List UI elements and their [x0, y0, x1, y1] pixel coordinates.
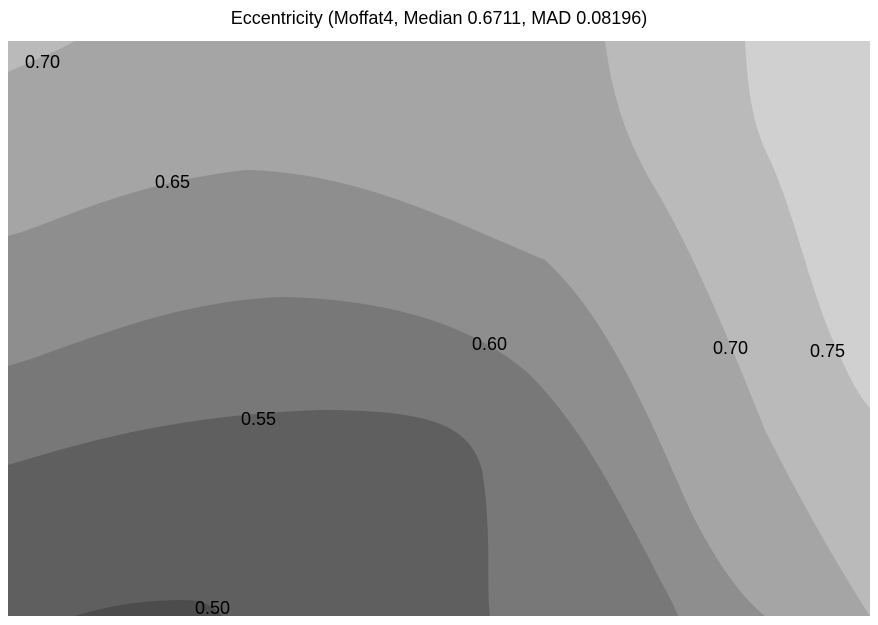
contour-band: [8, 41, 75, 72]
contour-label: 0.75: [810, 341, 845, 361]
contour-band: [8, 410, 490, 616]
contour-label: 0.70: [713, 338, 748, 358]
contour-band: [745, 41, 870, 408]
contour-label: 0.70: [25, 52, 60, 72]
contour-band: [75, 600, 222, 616]
contour-label: 0.50: [195, 598, 230, 618]
chart-title: Eccentricity (Moffat4, Median 0.6711, MA…: [230, 8, 648, 28]
contour-label: 0.55: [241, 409, 276, 429]
contour-label: 0.60: [472, 334, 507, 354]
contour-label: 0.65: [155, 172, 190, 192]
